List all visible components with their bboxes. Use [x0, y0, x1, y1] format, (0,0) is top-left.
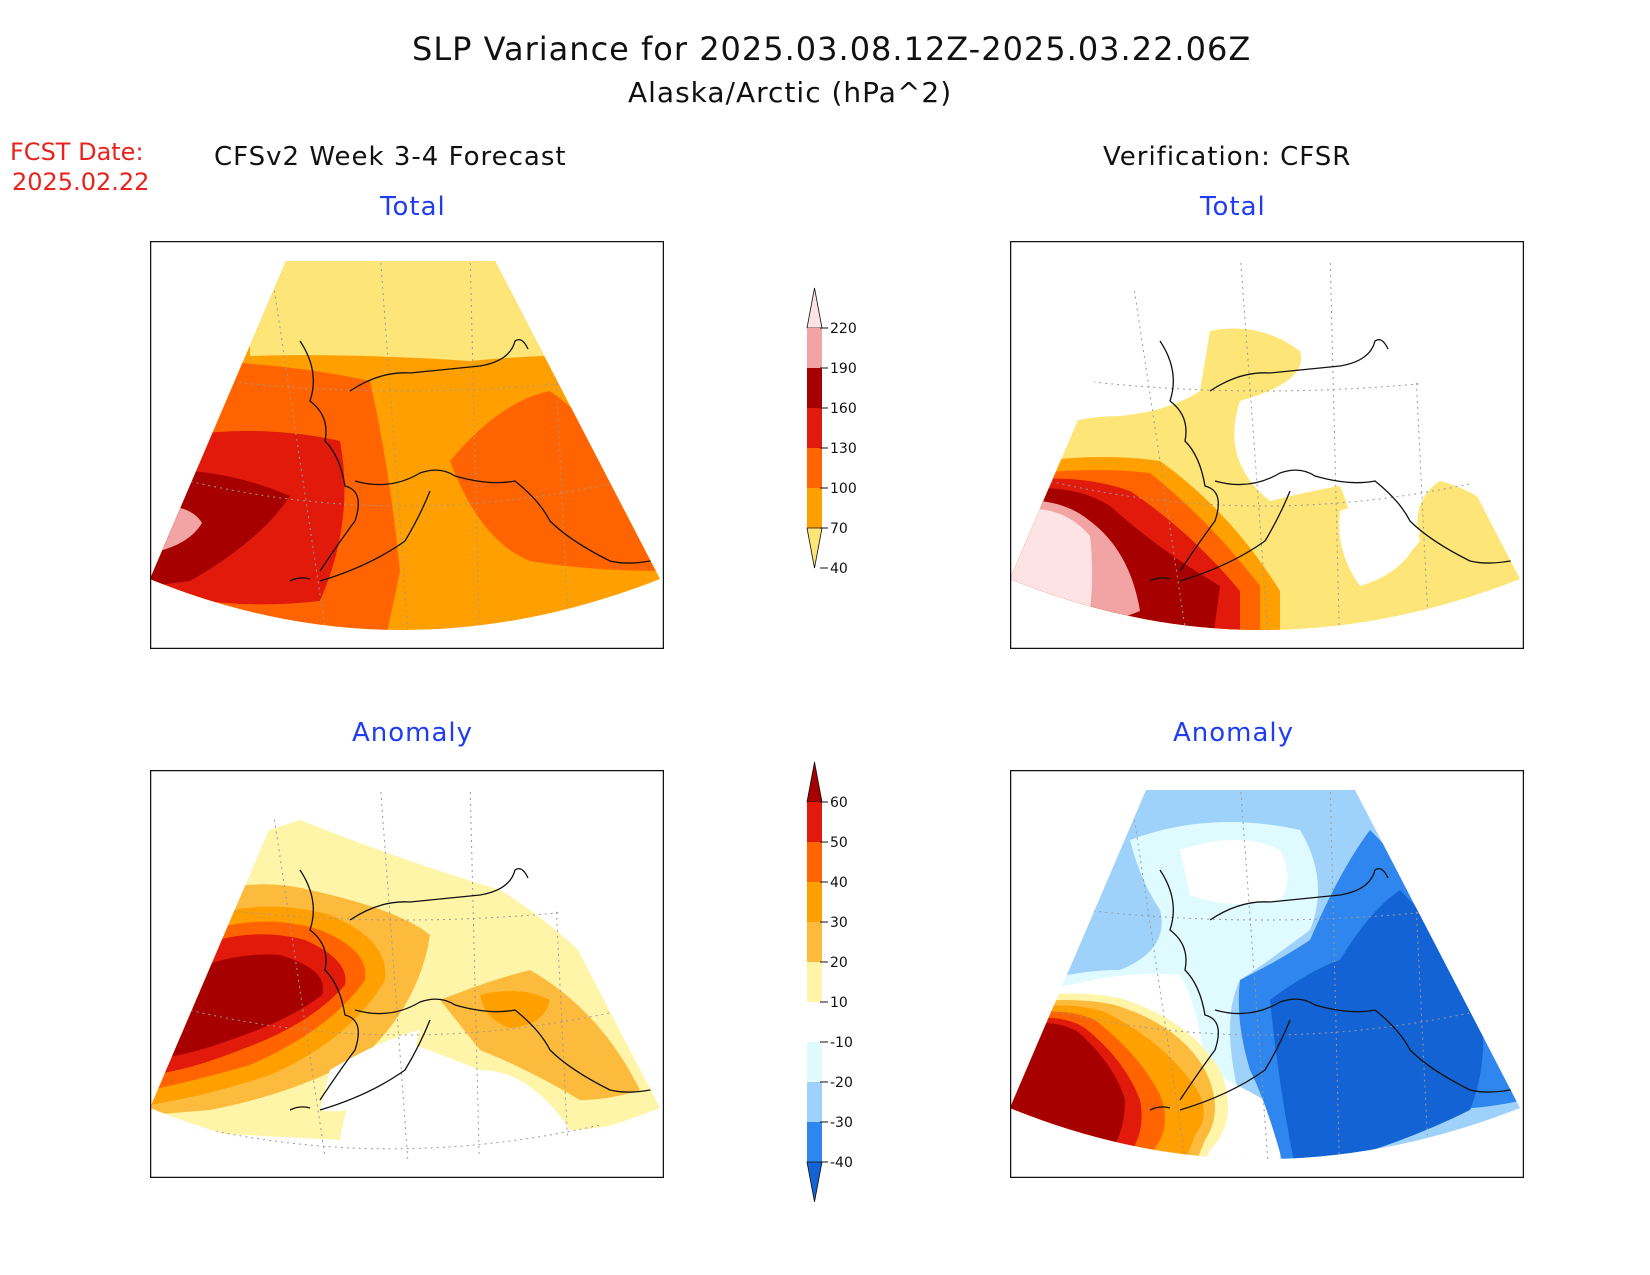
- fcst-total-coastline: [289, 338, 660, 582]
- fcst-date-value: 2025.02.22: [12, 168, 150, 196]
- anomaly-colorbar-bottom-arrow: [806, 1161, 823, 1202]
- fcst-total-fill-darkred: [150, 470, 290, 586]
- anomaly-colorbar-segment: [807, 1002, 822, 1042]
- total-colorbar-tick-label: 130: [830, 441, 857, 457]
- forecast-column-title: CFSv2 Week 3-4 Forecast: [214, 142, 567, 172]
- anomaly-colorbar-tick-label: 30: [830, 915, 848, 931]
- fcst-date-label: FCST Date:: [10, 138, 144, 166]
- verif-anomaly-fill-neg40: [1270, 890, 1484, 1159]
- verif-total-map: [1010, 241, 1524, 649]
- total-colorbar-segment: [807, 328, 822, 368]
- verif-anomaly-coastline: [1149, 867, 1520, 1111]
- anomaly-colorbar-segment: [807, 962, 822, 1002]
- verif-anomaly-map: [1010, 770, 1524, 1178]
- total-colorbar-segment: [807, 408, 822, 448]
- chart-title: SLP Variance for 2025.03.08.12Z-2025.03.…: [412, 30, 1252, 68]
- anomaly-colorbar-tick-label: 60: [830, 795, 848, 811]
- anomaly-colorbar-segment: [807, 802, 822, 842]
- total-colorbar-bottom-arrow: [806, 527, 823, 569]
- chart-subtitle: Alaska/Arctic (hPa^2): [628, 76, 953, 109]
- verif-total-fill-white-hole: [1339, 504, 1420, 586]
- fcst-anomaly-title: Anomaly: [352, 718, 474, 748]
- anomaly-colorbar-tick-label: 20: [830, 955, 848, 971]
- anomaly-colorbar-tick-label: -40: [830, 1155, 853, 1171]
- total-colorbar-segment: [807, 488, 822, 528]
- verif-anomaly-fill-white-n: [1180, 840, 1288, 904]
- anomaly-colorbar-tick-label: 40: [830, 875, 848, 891]
- fcst-anomaly-gridlines: [150, 790, 660, 1159]
- fcst-anomaly-coastline: [289, 867, 660, 1111]
- total-colorbar: 220 190 160 130 100 70 40: [806, 287, 857, 577]
- fcst-total-title: Total: [380, 192, 446, 222]
- fcst-anomaly-map: [150, 770, 664, 1178]
- anomaly-colorbar-tick-label: 10: [830, 995, 848, 1011]
- fcst-total-gridlines: [150, 261, 660, 630]
- verif-total-gridlines: [1010, 261, 1520, 630]
- verif-total-title: Total: [1200, 192, 1266, 222]
- anomaly-colorbar: 60 50 40 30 20 10 -10 -20 -30 -40: [806, 761, 853, 1202]
- verif-total-coastline: [1149, 338, 1520, 582]
- verification-column-title: Verification: CFSR: [1103, 142, 1352, 172]
- verif-anomaly-title: Anomaly: [1173, 718, 1295, 748]
- total-colorbar-tick-label: 40: [830, 561, 848, 577]
- anomaly-colorbar-segment: [807, 1042, 822, 1082]
- anomaly-colorbar-tick-label: 50: [830, 835, 848, 851]
- fcst-total-map: [150, 241, 664, 649]
- total-colorbar-segment: [807, 368, 822, 408]
- anomaly-colorbar-top-arrow: [806, 761, 823, 803]
- anomaly-colorbar-tick-label: -10: [830, 1035, 853, 1051]
- anomaly-colorbar-segment: [807, 1082, 822, 1122]
- anomaly-colorbar-segment: [807, 882, 822, 922]
- total-colorbar-tick-label: 160: [830, 401, 857, 417]
- total-colorbar-segment: [807, 448, 822, 488]
- total-colorbar-tick-label: 220: [830, 321, 857, 337]
- anomaly-colorbar-segment: [807, 842, 822, 882]
- anomaly-colorbar-segment: [807, 922, 822, 962]
- total-colorbar-top-arrow: [806, 287, 823, 329]
- anomaly-colorbar-segment: [807, 1122, 822, 1162]
- anomaly-colorbar-tick-label: -30: [830, 1115, 853, 1131]
- fcst-anomaly-fill-white-hole: [320, 1030, 420, 1112]
- total-colorbar-tick-label: 70: [830, 521, 848, 537]
- anomaly-colorbar-tick-label: -20: [830, 1075, 853, 1091]
- verif-anomaly-gridlines: [1010, 790, 1520, 1159]
- total-colorbar-tick-label: 100: [830, 481, 857, 497]
- total-colorbar-tick-label: 190: [830, 361, 857, 377]
- fcst-total-fill-midorange-e: [450, 391, 660, 571]
